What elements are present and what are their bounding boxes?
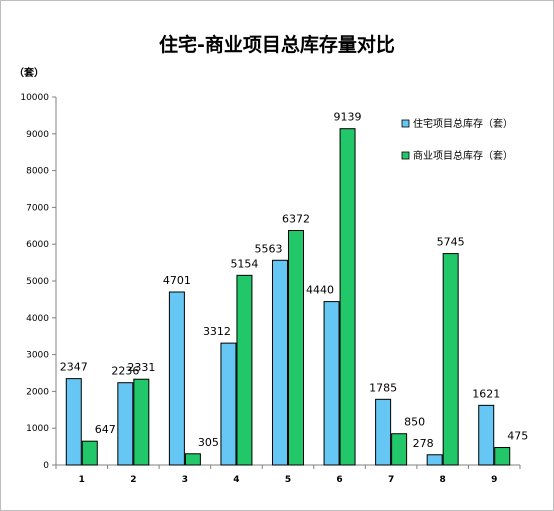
bar-commercial [494, 447, 511, 466]
bars [65, 128, 511, 466]
bar-commercial [442, 253, 459, 466]
x-tick-label: 6 [336, 475, 342, 485]
bar-residential [323, 301, 340, 466]
bar-residential [220, 342, 237, 466]
bar-commercial [236, 274, 253, 466]
data-label-residential: 4701 [163, 274, 191, 287]
bar-commercial [133, 378, 150, 466]
bar-residential [375, 398, 392, 466]
data-label-residential: 278 [413, 437, 434, 450]
y-tick-label: 6000 [26, 240, 49, 250]
data-label-commercial: 2331 [127, 361, 155, 374]
bar-residential [117, 382, 134, 466]
y-tick-label: 8000 [26, 167, 49, 177]
data-label-residential: 2347 [60, 361, 88, 374]
bar-residential [168, 291, 185, 466]
y-tick-label: 0 [43, 461, 49, 471]
bar-residential [478, 404, 495, 466]
legend: 住宅项目总库存（套） 商业项目总库存（套） [401, 117, 513, 162]
data-label-residential: 1785 [369, 381, 397, 394]
legend-swatch [401, 119, 410, 128]
bar-residential [272, 259, 288, 466]
bar-commercial [81, 440, 98, 466]
data-label-commercial: 850 [404, 416, 425, 429]
data-label-commercial: 305 [198, 436, 219, 449]
x-tick-label: 8 [440, 475, 446, 485]
y-tick-label: 9000 [26, 130, 49, 140]
data-label-residential: 5563 [255, 242, 283, 255]
x-tick-label: 2 [130, 475, 136, 485]
y-tick-label: 2000 [26, 387, 49, 397]
data-label-commercial: 647 [95, 423, 116, 436]
bar-residential [426, 454, 443, 466]
bar-commercial [288, 230, 304, 466]
data-label-residential: 4440 [306, 284, 334, 297]
legend-label: 住宅项目总库存（套） [413, 117, 513, 130]
x-tick-labels: 1 2 3 4 5 6 7 8 9 [79, 475, 498, 485]
y-tick-label: 10000 [20, 93, 49, 103]
data-label-residential: 2236 [111, 365, 139, 378]
y-tick-label: 1000 [26, 424, 49, 434]
x-tick-label: 1 [79, 475, 85, 485]
x-tick-label: 9 [491, 475, 497, 485]
bar-commercial [339, 128, 356, 466]
bar-commercial [391, 433, 408, 466]
data-label-commercial: 9139 [334, 111, 362, 124]
data-label-commercial: 6372 [282, 213, 310, 226]
data-label-residential: 1621 [472, 387, 500, 400]
chart-title: 住宅-商业项目总库存量对比 [159, 34, 395, 56]
y-tick-labels: 0 1000 2000 3000 4000 5000 6000 7000 8000 9000 100… [20, 93, 49, 471]
legend-label: 商业项目总库存（套） [413, 149, 513, 162]
x-tick-label: 3 [182, 475, 188, 485]
y-tick-label: 7000 [26, 203, 49, 213]
bar-residential [65, 378, 82, 466]
x-tick-label: 4 [233, 475, 239, 485]
bar-commercial [184, 453, 201, 466]
x-tick-label: 5 [285, 475, 291, 485]
data-label-commercial: 5745 [437, 236, 465, 249]
y-tick-label: 3000 [26, 351, 49, 361]
data-label-residential: 3312 [203, 325, 231, 338]
y-axis-unit-label: （套） [14, 68, 44, 79]
data-label-commercial: 5154 [230, 257, 258, 270]
data-label-commercial: 475 [507, 430, 528, 443]
y-tick-label: 4000 [26, 314, 49, 324]
legend-swatch [401, 151, 410, 160]
y-tick-label: 5000 [26, 277, 49, 287]
x-tick-label: 7 [388, 475, 394, 485]
